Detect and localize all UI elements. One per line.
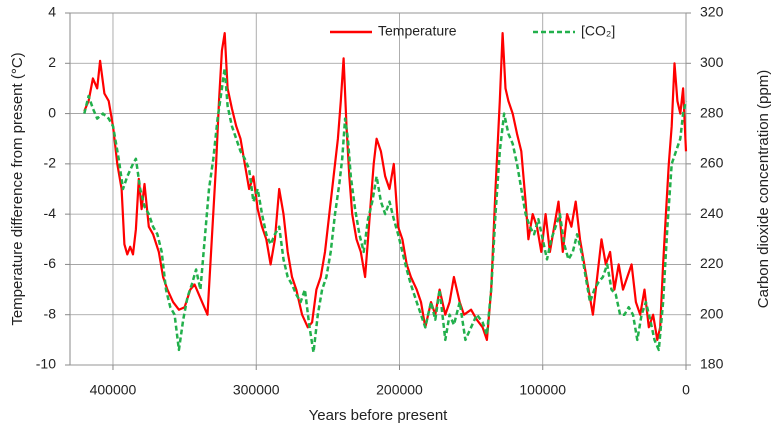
y2-tick-label: 200 — [700, 305, 724, 321]
y-axis-title: Temperature difference from present (°C) — [9, 52, 26, 325]
y2-tick-label: 280 — [700, 104, 724, 120]
y2-tick-label: 220 — [700, 255, 724, 271]
y2-axis-title: Carbon dioxide concentration (ppm) — [755, 70, 772, 308]
y-tick-label: -4 — [44, 205, 57, 221]
y2-tick-label: 260 — [700, 155, 724, 171]
legend-label: [CO₂] — [581, 23, 615, 39]
legend-label: Temperature — [378, 23, 457, 39]
x-tick-label: 0 — [682, 382, 690, 398]
x-tick-label: 300000 — [233, 382, 280, 398]
x-tick-label: 400000 — [90, 382, 137, 398]
x-tick-label: 200000 — [376, 382, 423, 398]
y-tick-label: -8 — [44, 305, 57, 321]
series-line — [83, 67, 688, 354]
x-axis-title: Years before present — [309, 407, 449, 424]
y2-tick-label: 320 — [700, 4, 724, 20]
y-tick-label: -2 — [44, 155, 57, 171]
series-line — [83, 32, 688, 341]
y-tick-label: 4 — [48, 4, 56, 20]
y-tick-label: 2 — [48, 54, 56, 70]
y2-tick-label: 300 — [700, 54, 724, 70]
y2-tick-label: 180 — [700, 356, 724, 372]
y-tick-label: -10 — [36, 356, 56, 372]
x-tick-label: 100000 — [519, 382, 566, 398]
y-tick-label: 0 — [48, 104, 56, 120]
y-tick-label: -6 — [44, 255, 57, 271]
y2-tick-label: 240 — [700, 205, 724, 221]
